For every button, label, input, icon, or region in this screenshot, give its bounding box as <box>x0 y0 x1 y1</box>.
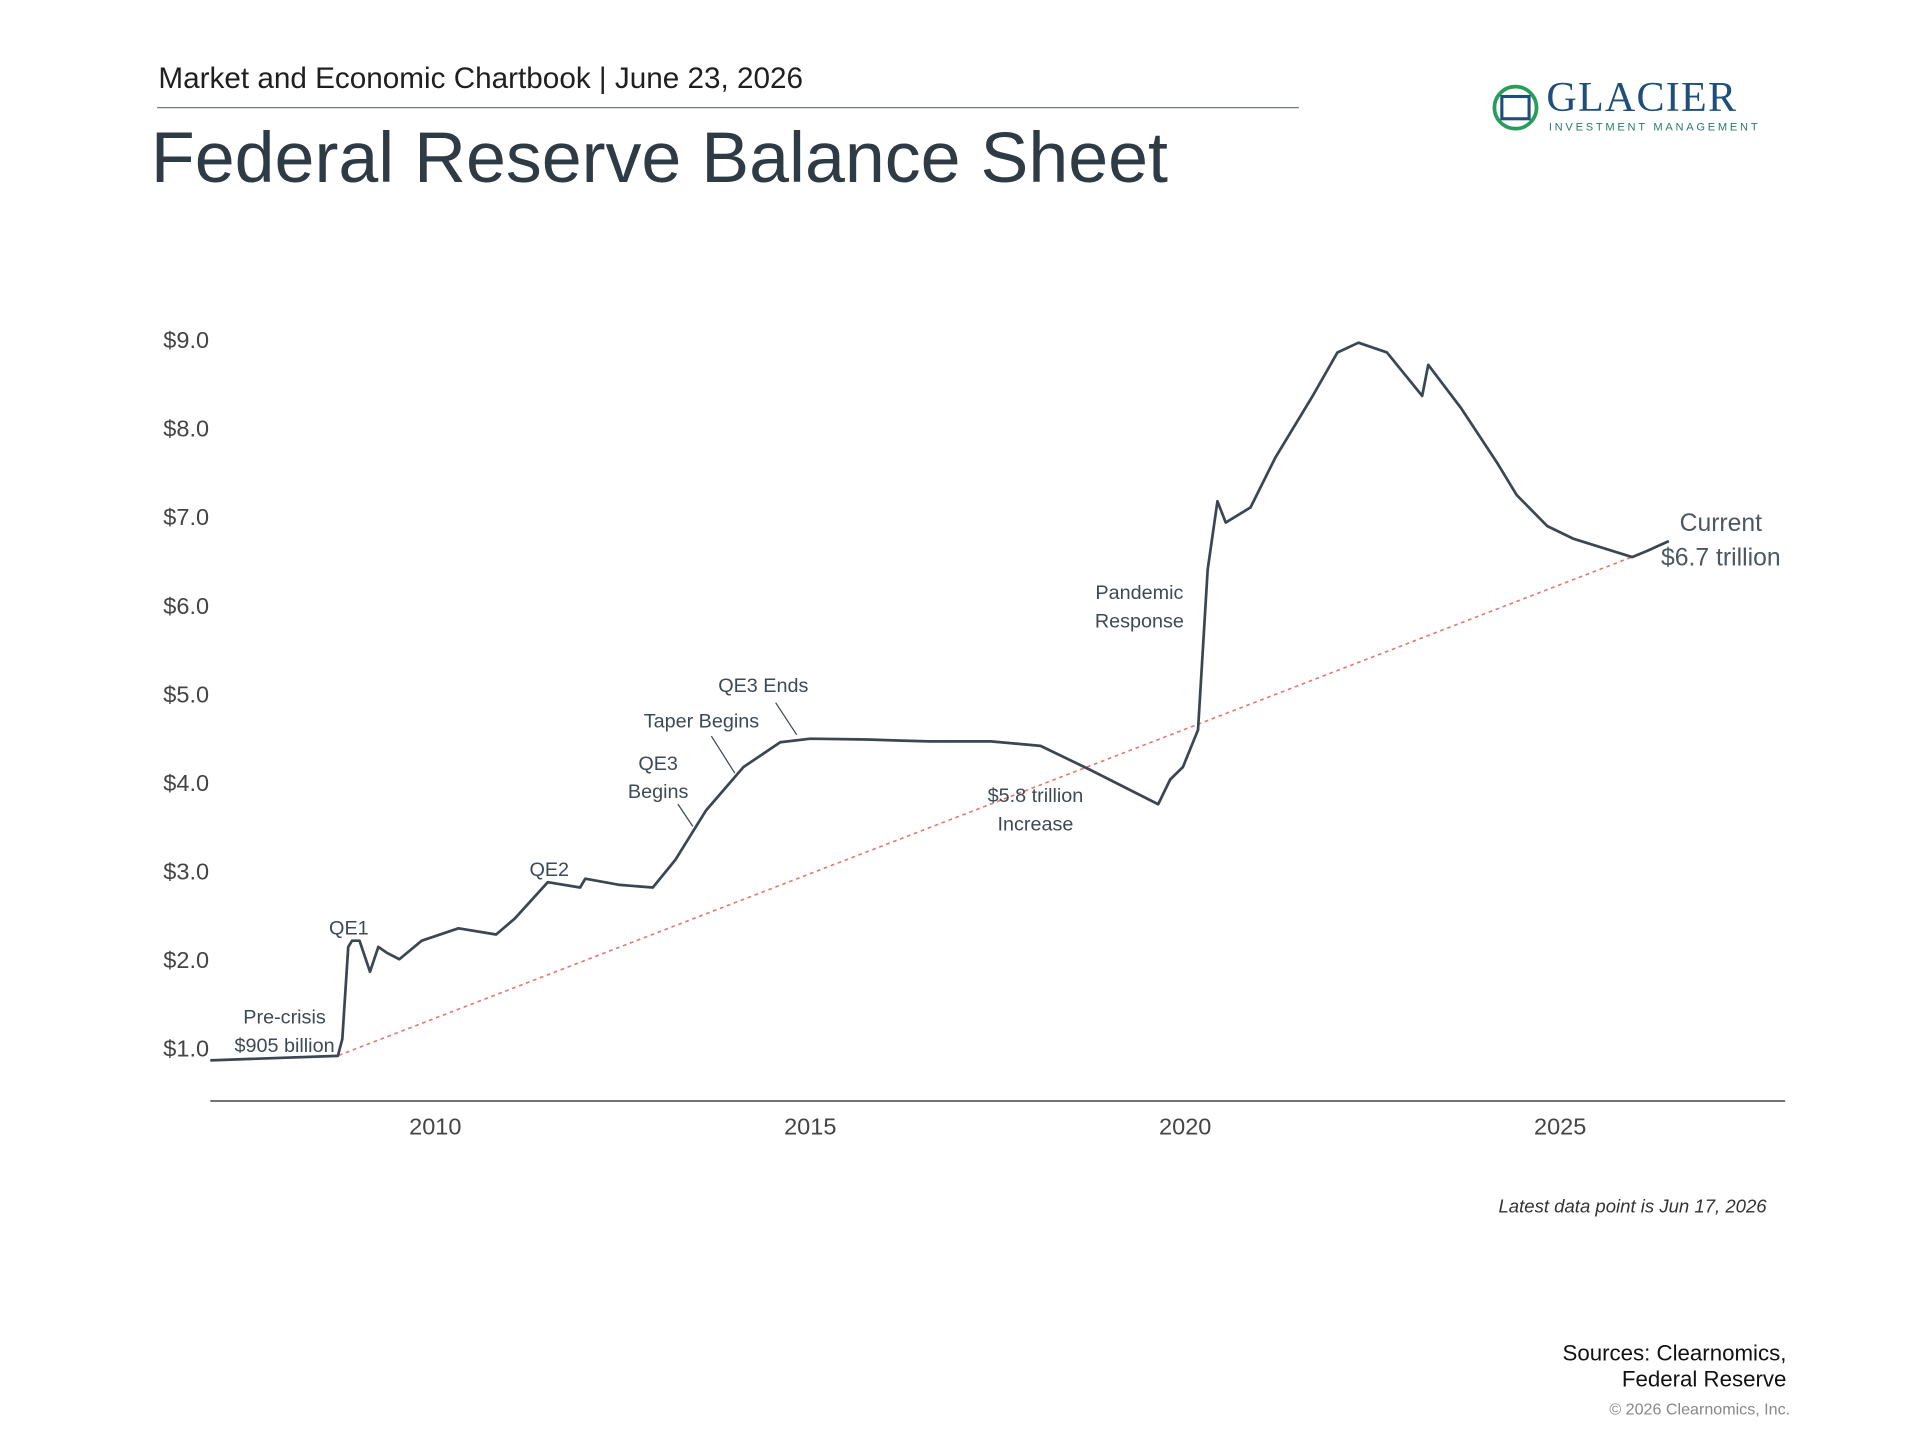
y-tick-label: $8.0 <box>163 416 209 442</box>
logo-name: GLACIER <box>1546 75 1737 121</box>
x-tick-label: 2025 <box>1534 1113 1586 1139</box>
y-tick-label: $7.0 <box>163 504 209 530</box>
annotation: QE3 <box>638 753 678 775</box>
x-tick-label: 2015 <box>784 1113 836 1139</box>
annotation: QE3 Ends <box>718 675 808 697</box>
y-tick-label: $5.0 <box>163 681 209 707</box>
x-tick-label: 2010 <box>409 1113 461 1139</box>
y-tick-label: $9.0 <box>163 327 209 353</box>
annotation: $905 billion <box>234 1035 334 1057</box>
annotation: QE1 <box>329 917 369 939</box>
annotation: Pandemic <box>1095 582 1183 604</box>
annotation: $6.7 trillion <box>1661 545 1781 572</box>
x-tick-label: 2020 <box>1159 1113 1211 1139</box>
annotation: $5.8 trillion <box>988 785 1084 807</box>
y-tick-label: $3.0 <box>163 859 209 885</box>
annotation: Pre-crisis <box>243 1006 326 1028</box>
leaders <box>677 702 798 827</box>
annotation: QE2 <box>529 859 569 881</box>
leader-line <box>677 803 694 827</box>
annotation: Response <box>1095 611 1184 633</box>
logo-mark <box>1500 94 1531 121</box>
leader-line <box>710 735 736 774</box>
annotation: Begins <box>628 781 689 803</box>
y-tick-label: $6.0 <box>163 593 209 619</box>
y-tick-label: $1.0 <box>163 1036 209 1062</box>
page-subtitle: Market and Economic Chartbook | June 23,… <box>158 62 803 95</box>
logo-ring <box>1492 84 1539 131</box>
annotation: Current <box>1680 510 1763 537</box>
data-note: Latest data point is Jun 17, 2026 <box>1498 1195 1767 1216</box>
leader-line <box>775 702 798 736</box>
logo: GLACIER INVESTMENT MANAGEMENT <box>1492 75 1760 133</box>
annotation: Taper Begins <box>644 711 760 733</box>
annotation: Increase <box>998 813 1074 835</box>
data-line <box>210 341 1670 1062</box>
sources: Sources: Clearnomics, <box>1563 1341 1787 1366</box>
y-tick-label: $4.0 <box>163 770 209 796</box>
copyright: © 2026 Clearnomics, Inc. <box>1609 1401 1790 1419</box>
page-title: Federal Reserve Balance Sheet <box>151 118 1168 198</box>
logo-tagline: INVESTMENT MANAGEMENT <box>1549 121 1760 133</box>
y-tick-label: $2.0 <box>163 947 209 973</box>
increase-line <box>338 553 1640 1057</box>
sources: Federal Reserve <box>1622 1366 1786 1391</box>
